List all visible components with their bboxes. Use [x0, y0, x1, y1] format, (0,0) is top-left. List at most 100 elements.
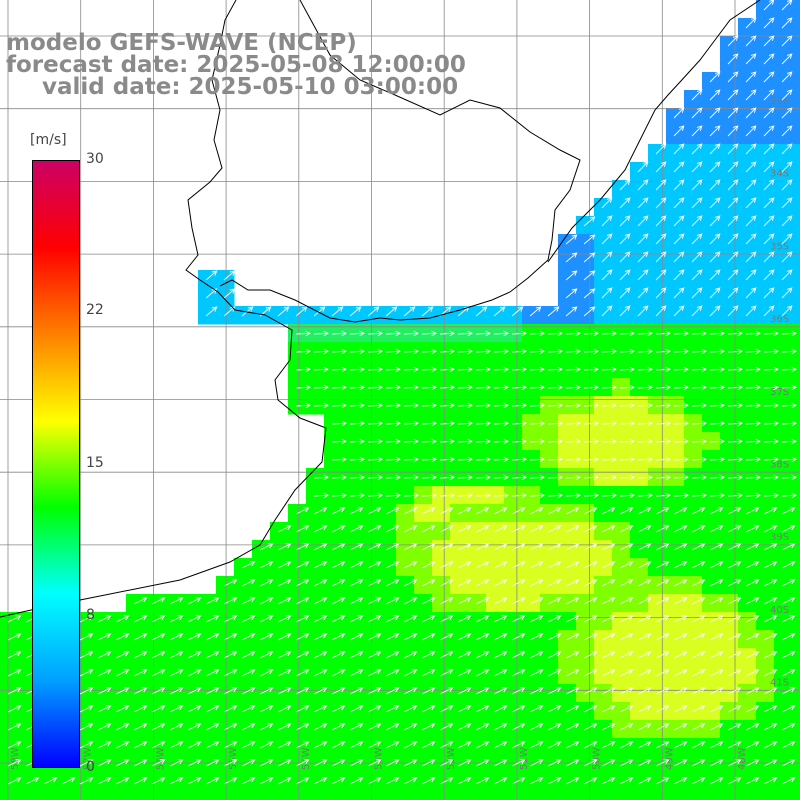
- wind-arrow: [565, 288, 578, 299]
- wind-arrow: [205, 597, 220, 605]
- wind-cell: [756, 468, 775, 487]
- wind-cell: [306, 324, 325, 343]
- wind-cell: [414, 378, 433, 397]
- wind-arrow: [367, 366, 383, 373]
- wind-arrow: [313, 705, 328, 713]
- wind-cell: [72, 792, 91, 800]
- wind-cell: [792, 180, 800, 199]
- wind-cell: [306, 468, 325, 487]
- wind-arrow: [295, 669, 310, 677]
- wind-cell: [792, 216, 800, 235]
- wind-arrow: [601, 330, 617, 337]
- wind-arrow: [115, 741, 130, 749]
- wind-arrow: [709, 161, 721, 173]
- wind-arrow: [691, 402, 707, 409]
- wind-cell: [540, 342, 559, 361]
- wind-cell: [648, 324, 667, 343]
- wind-arrow: [385, 579, 400, 587]
- wind-arrow: [655, 330, 671, 337]
- wind-arrow: [529, 507, 544, 515]
- wind-arrow: [745, 53, 757, 65]
- wind-arrow: [781, 723, 796, 731]
- wind-arrow: [529, 579, 544, 587]
- wind-arrow: [619, 669, 634, 677]
- wind-arrow: [781, 215, 793, 227]
- wind-arrow: [313, 402, 329, 409]
- wind-arrow: [475, 723, 490, 731]
- wind-arrow: [655, 651, 670, 659]
- wind-cell: [324, 468, 343, 487]
- wind-arrow: [583, 438, 599, 445]
- wind-arrow: [673, 597, 688, 605]
- wind-arrow: [565, 651, 580, 659]
- wind-arrow: [583, 270, 596, 281]
- wind-arrow: [169, 741, 184, 749]
- wind-cell: [774, 792, 793, 800]
- wind-arrow: [295, 384, 311, 391]
- wind-arrow: [763, 143, 775, 155]
- wind-arrow: [691, 456, 707, 463]
- wind-arrow: [673, 143, 685, 155]
- wind-arrow: [7, 759, 22, 767]
- wind-arrow: [475, 615, 490, 623]
- wind-arrow: [223, 651, 238, 659]
- wind-cell: [396, 414, 415, 433]
- wind-cell: [486, 486, 505, 505]
- wind-arrow: [781, 456, 797, 463]
- wind-arrow: [385, 384, 401, 391]
- wind-cell: [738, 324, 757, 343]
- wind-cell: [720, 324, 739, 343]
- wind-arrow: [781, 251, 793, 263]
- wind-arrow: [691, 215, 703, 227]
- wind-cell: [738, 468, 757, 487]
- wind-arrow: [331, 777, 346, 785]
- wind-arrow: [79, 669, 94, 677]
- wind-arrow: [385, 306, 398, 317]
- wind-arrow: [349, 669, 364, 677]
- wind-arrow: [781, 633, 796, 641]
- wind-arrow: [493, 456, 509, 463]
- wind-arrow: [295, 366, 311, 373]
- wind-arrow: [493, 420, 509, 427]
- wind-arrow: [565, 669, 580, 677]
- wind-arrow: [727, 705, 742, 713]
- wind-arrow: [421, 579, 436, 587]
- wind-arrow: [367, 525, 382, 533]
- wind-cell: [792, 108, 800, 127]
- wind-arrow: [475, 306, 488, 317]
- wind-arrow: [781, 330, 797, 337]
- wind-arrow: [637, 438, 653, 445]
- wind-arrow: [601, 197, 613, 209]
- wind-cell: [792, 702, 800, 721]
- wind-arrow: [403, 366, 419, 373]
- wind-arrow: [709, 71, 721, 83]
- wind-arrow: [745, 777, 760, 785]
- wind-arrow: [133, 723, 148, 731]
- wind-arrow: [727, 251, 739, 263]
- wind-arrow: [7, 615, 22, 623]
- wind-arrow: [583, 669, 598, 677]
- wind-arrow: [655, 507, 670, 515]
- wind-arrow: [205, 741, 220, 749]
- wind-arrow: [655, 525, 670, 533]
- wind-cell: [612, 342, 631, 361]
- wind-arrow: [457, 525, 472, 533]
- wind-cell: [522, 792, 541, 800]
- wind-arrow: [475, 759, 490, 767]
- wind-arrow: [763, 525, 778, 533]
- wind-cell: [612, 324, 631, 343]
- wind-arrow: [511, 402, 527, 409]
- wind-arrow: [601, 651, 616, 659]
- wind-arrow: [439, 525, 454, 533]
- wind-cell: [612, 378, 631, 397]
- wind-cell: [648, 792, 667, 800]
- wind-cell: [612, 432, 631, 451]
- wind-arrow: [277, 579, 292, 587]
- wind-arrow: [529, 366, 545, 373]
- wind-arrow: [781, 287, 793, 299]
- wind-arrow: [673, 492, 689, 499]
- wind-arrow: [223, 777, 238, 785]
- wind-arrow: [331, 651, 346, 659]
- wind-arrow: [367, 633, 382, 641]
- wind-arrow: [709, 633, 724, 641]
